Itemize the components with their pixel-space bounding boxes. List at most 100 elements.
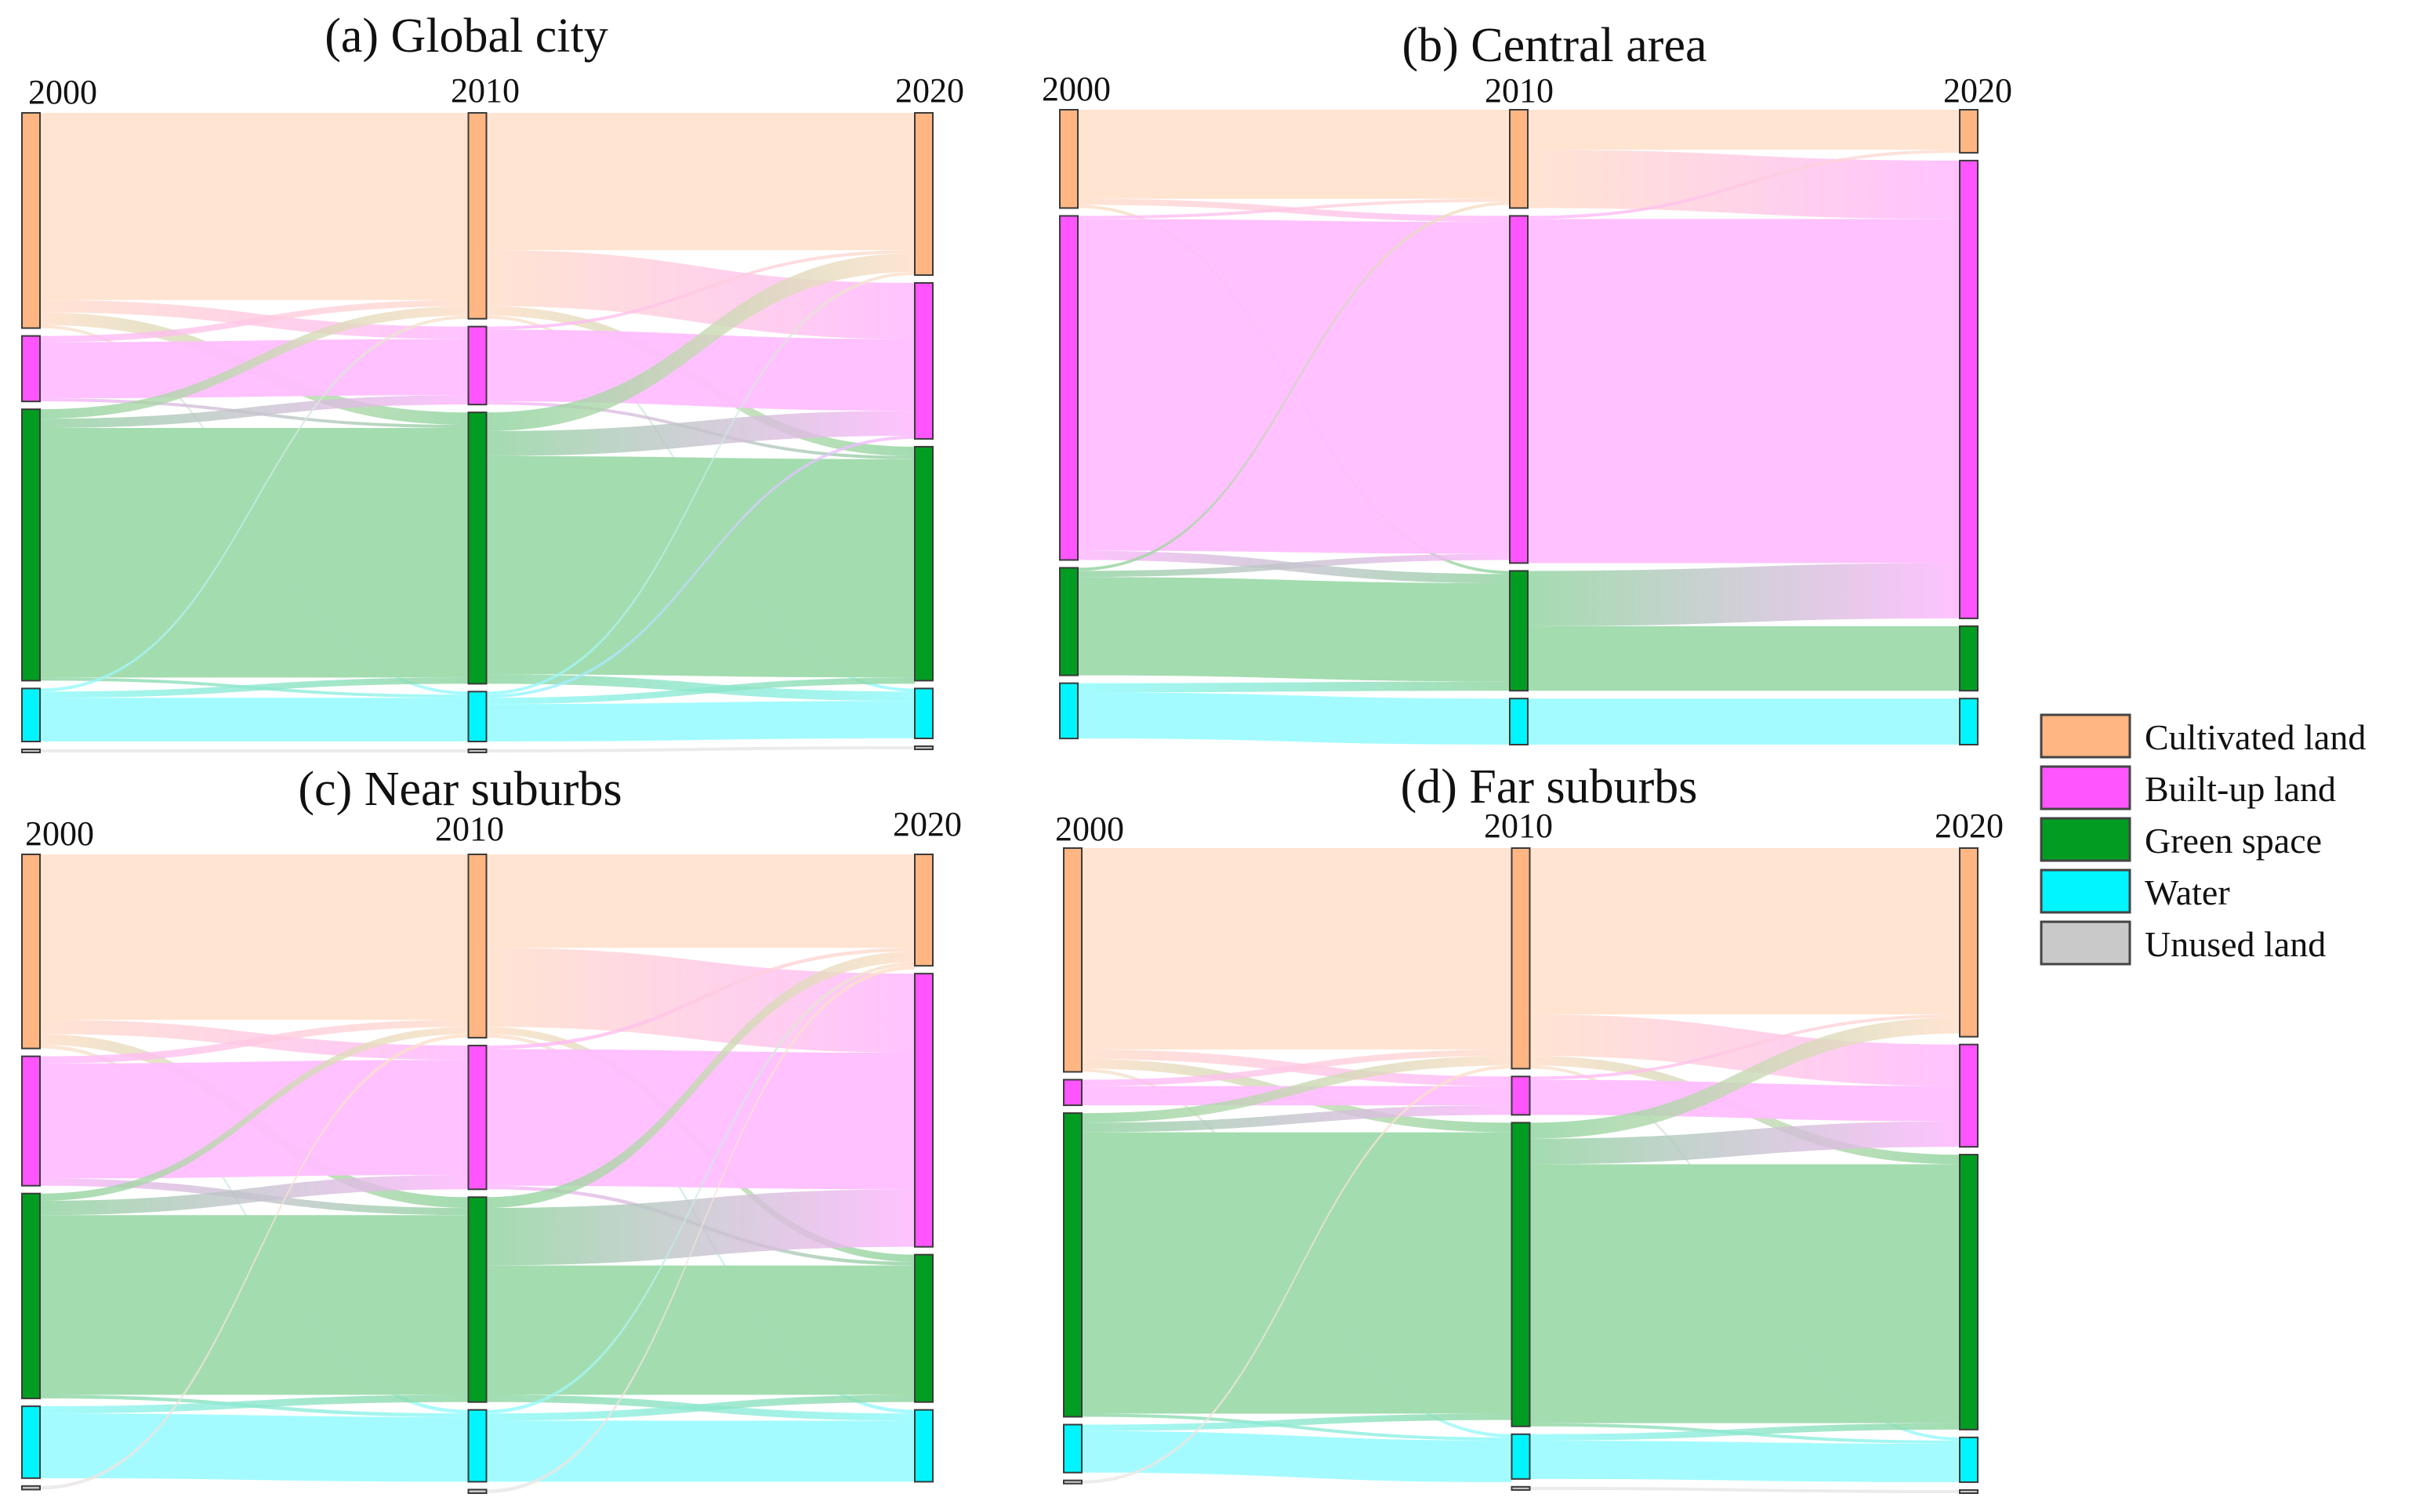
legend-label-water: Water [2145, 872, 2230, 912]
node-cultivated-2020 [914, 854, 934, 967]
flow-built-up-to-cultivated [40, 299, 469, 343]
flow-green-space-to-built-up [486, 1189, 915, 1266]
legend-label-built-up: Built-up land [2145, 769, 2336, 809]
flow-green-space-to-cultivated [40, 306, 469, 419]
node-water-2010 [1511, 1433, 1531, 1480]
panel-3: (c) Near suburbs 2000 2010 2020 [21, 763, 962, 1494]
flow-unused-to-unused [1529, 1486, 1960, 1493]
flow-cultivated-to-cultivated [486, 854, 915, 948]
flow-green-space-to-cultivated [1078, 201, 1510, 571]
node-cultivated-2010 [1511, 847, 1531, 1070]
node-green-space-2020 [1959, 625, 1979, 692]
flow-water-to-cultivated [486, 962, 915, 1414]
flow-built-up-to-cultivated [1078, 198, 1510, 219]
node-built-up-2020 [914, 973, 934, 1248]
node-green-space-2010 [467, 412, 488, 685]
nodes [1059, 109, 1979, 746]
node-built-up-2000 [21, 335, 41, 403]
node-cultivated-2000 [21, 112, 41, 329]
flow-built-up-to-cultivated [486, 250, 915, 330]
flow-water-to-green-space [486, 677, 915, 705]
flow-water-to-green-space [486, 1394, 915, 1421]
legend-swatch-built-up [2040, 765, 2131, 810]
year-label-2000: 2000 [1055, 810, 1124, 848]
node-water-2020 [914, 1409, 934, 1483]
node-green-space-2020 [914, 445, 934, 682]
flows [40, 854, 915, 1493]
flow-green-space-to-cultivated [40, 1027, 469, 1201]
flow-cultivated-to-cultivated [1528, 110, 1960, 150]
flow-water-to-cultivated [40, 315, 469, 692]
flows [40, 113, 915, 752]
node-unused-2000 [21, 1485, 41, 1491]
legend-swatch-water [2040, 868, 2131, 914]
nodes [1063, 847, 1979, 1494]
flow-unused-to-cultivated [1082, 1065, 1512, 1484]
legend-label-green-space: Green space [2145, 821, 2322, 861]
flow-built-up-to-cultivated [1082, 1049, 1512, 1086]
flow-water-to-water [1528, 698, 1960, 745]
node-water-2020 [1959, 1436, 1979, 1483]
node-green-space-2010 [1509, 570, 1529, 692]
node-built-up-2010 [1509, 215, 1529, 564]
flow-built-up-to-built-up [486, 1049, 915, 1190]
node-unused-2020 [1959, 1488, 1979, 1494]
flow-water-to-water [40, 1413, 469, 1482]
flow-water-to-cultivated [486, 271, 915, 695]
flow-green-space-to-cultivated [486, 253, 915, 432]
node-green-space-2010 [467, 1196, 488, 1403]
node-water-2010 [467, 1409, 488, 1483]
node-water-2020 [1959, 698, 1979, 746]
flow-green-space-to-green-space [1529, 1164, 1960, 1423]
node-green-space-2000 [21, 1192, 41, 1400]
flow-built-up-to-built-up [1528, 219, 1960, 564]
node-green-space-2020 [1959, 1154, 1979, 1430]
year-label-2000: 2000 [28, 73, 97, 111]
node-unused-2020 [914, 745, 934, 751]
year-label-2000: 2000 [1042, 70, 1111, 108]
panel-title: (c) Near suburbs [298, 763, 622, 816]
flow-green-space-to-cultivated [486, 951, 915, 1209]
flow-green-space-to-built-up [1529, 1121, 1960, 1165]
flow-unused-to-unused [486, 746, 915, 752]
flow-unused-to-cultivated [486, 966, 915, 1493]
year-label-2010: 2010 [1484, 807, 1553, 845]
legend-label-cultivated: Cultivated land [2145, 717, 2366, 757]
node-unused-2000 [21, 749, 41, 753]
flow-cultivated-to-cultivated [1078, 110, 1510, 199]
node-built-up-2020 [914, 281, 934, 440]
node-built-up-2000 [1063, 1079, 1083, 1107]
flow-unused-to-unused [40, 749, 469, 752]
flow-built-up-to-built-up [40, 1060, 469, 1179]
flow-water-to-green-space [40, 677, 469, 698]
node-water-2000 [1059, 682, 1079, 740]
legend: Cultivated land Built-up land Green spac… [2040, 713, 2366, 966]
legend-label-unused: Unused land [2145, 924, 2326, 964]
legend-swatch-unused [2040, 920, 2131, 966]
flow-green-space-to-green-space [1528, 625, 1960, 691]
year-label-2020: 2020 [893, 805, 962, 843]
flow-green-space-to-built-up [1078, 553, 1510, 578]
node-water-2000 [1063, 1423, 1083, 1474]
flow-built-up-to-cultivated [486, 948, 915, 1050]
node-built-up-2010 [467, 325, 488, 406]
flow-green-space-to-green-space [40, 1215, 469, 1395]
node-cultivated-2010 [467, 854, 488, 1039]
node-water-2000 [21, 687, 41, 743]
flow-water-to-green-space [1082, 1413, 1512, 1431]
node-cultivated-2020 [1959, 847, 1979, 1038]
flow-water-to-green-space [40, 1394, 469, 1414]
panel-2: (b) Central area 2000 2010 2020 [1042, 19, 2012, 746]
node-built-up-2020 [1959, 159, 1979, 619]
flow-built-up-to-built-up [1529, 1079, 1960, 1122]
year-label-2010: 2010 [435, 810, 504, 848]
flow-green-space-to-green-space [1078, 577, 1510, 682]
flow-built-up-to-built-up [40, 339, 469, 399]
node-cultivated-2010 [467, 112, 488, 320]
node-unused-2010 [467, 749, 488, 753]
flow-green-space-to-built-up [1528, 563, 1960, 626]
node-cultivated-2000 [1059, 109, 1079, 209]
legend-swatch-green-space [2040, 817, 2131, 862]
panel-title: (b) Central area [1402, 19, 1707, 72]
